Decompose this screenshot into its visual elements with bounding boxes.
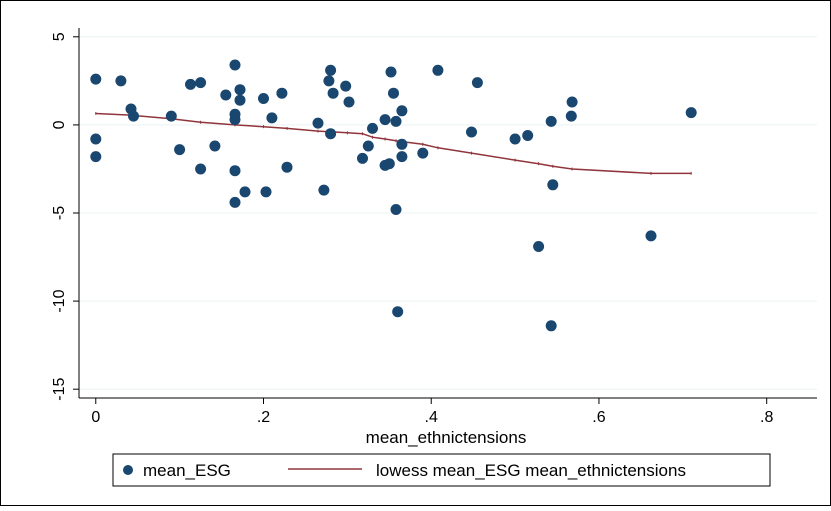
scatter-point [90,151,102,163]
scatter-point [392,306,404,318]
scatter-point [383,158,395,170]
scatter-point [343,96,355,108]
scatter-point [547,179,559,191]
scatter-point [396,105,408,117]
scatter-point [327,87,339,99]
scatter-point [390,115,402,127]
scatter-point [234,94,246,106]
scatter-point [396,151,408,163]
legend-scatter-marker [123,465,133,475]
scatter-point [522,130,534,141]
legend-label-lowess: lowess mean_ESG mean_ethnictensions [376,461,686,480]
y-tick-label: 0 [51,120,68,129]
scatter-point [115,75,127,87]
scatter-point [260,186,272,198]
scatter-point [545,115,557,127]
scatter-point [266,112,278,124]
scatter-point [357,152,368,164]
scatter-point [390,204,402,215]
scatter-point [318,184,330,196]
scatter-point [195,163,207,175]
scatter-point [545,320,557,332]
scatter-point [565,110,577,122]
scatter-point [566,96,578,108]
scatter-point [340,80,352,92]
scatter-point [685,107,697,119]
y-tick-label: -15 [51,378,68,401]
scatter-point [234,84,246,96]
grid-layer [79,36,817,390]
x-tick-label: .8 [760,409,773,426]
scatter-point [229,165,241,177]
scatter-point [362,140,374,152]
scatter-point [239,186,251,198]
scatter-point [165,110,177,122]
scatter-point [509,133,521,145]
y-tick-label: 5 [51,32,68,41]
scatter-point [471,77,483,89]
scatter-point [229,59,241,71]
scatter-point [281,161,293,173]
legend-label-mean-esg: mean_ESG [143,461,231,480]
scatter-point [90,133,102,145]
legend-box [112,453,771,487]
scatter-point [174,144,186,156]
scatter-point [323,75,335,87]
scatter-point [229,114,241,126]
scatter-point [396,138,408,150]
scatter-point [388,87,399,99]
scatter-point [385,66,397,78]
scatter-point [325,64,337,76]
x-tick-label: .4 [425,409,438,426]
scatter-point [195,77,207,89]
x-tick-label: .6 [592,409,605,426]
scatter-point [432,64,444,76]
scatter-point [209,140,221,152]
scatter-point [325,128,337,140]
scatter-point [220,89,232,101]
x-tick-label: 0 [91,409,100,426]
scatter-point [90,73,102,85]
y-tick-layer: 5 0 -5 -10 -15 [51,32,79,401]
scatter-point [185,78,196,90]
scatter-point [645,230,657,242]
scatter-point [367,122,378,134]
scatter-point [379,114,391,126]
scatter-point [533,241,545,252]
scatter-point [128,110,139,122]
x-tick-layer: 0 .2 .4 .6 .8 [91,398,773,426]
scatter-point-layer [90,59,697,332]
x-tick-label: .2 [257,409,270,426]
y-tick-label: -5 [51,206,68,220]
legend: mean_ESG lowess mean_ESG mean_ethnictens… [112,453,771,487]
x-axis-label: mean_ethnictensions [366,428,527,447]
scatter-point [312,117,324,129]
scatter-point [466,126,477,138]
scatter-point [417,147,429,159]
scatter-point [276,87,288,99]
scatter-point [258,93,269,104]
y-tick-label: -10 [51,289,68,312]
scatter-point [229,196,241,208]
